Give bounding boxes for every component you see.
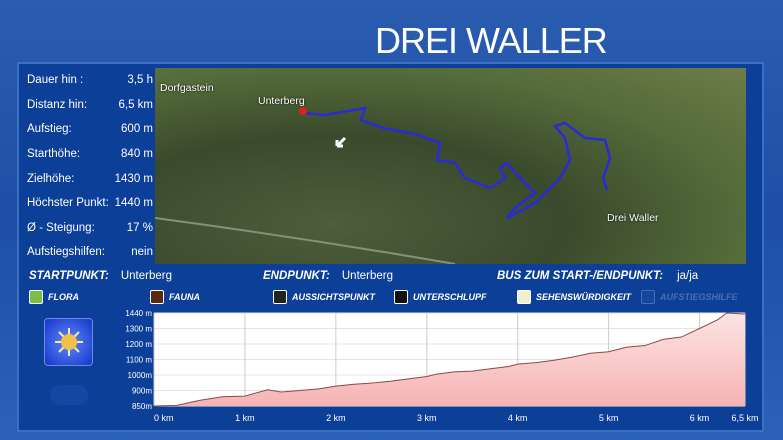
legend-label: SEHENSWÜRDIGKEIT [536,292,632,302]
legend-item: FLORA [29,290,79,304]
legend-item: FAUNA [150,290,200,304]
end-value: Unterberg [341,270,394,282]
x-tick-label: 0 km [154,413,174,423]
route-map[interactable]: Dorfgastein Unterberg Drei Waller [155,68,746,264]
stat-label: Distanz hin: [27,98,88,111]
y-tick-label: 850m [132,402,152,411]
x-tick-label: 6,5 km [731,413,758,423]
y-tick-label: 1100 m [126,356,152,365]
x-tick-label: 3 km [417,413,437,423]
legend-label: UNTERSCHLUPF [413,292,487,302]
shelter-icon [394,290,408,304]
route-line [155,106,612,264]
stat-label: Ø - Steigung: [27,221,95,234]
cloud-icon [50,385,88,405]
x-tick-label: 6 km [690,413,710,423]
legend-item: UNTERSCHLUPF [394,290,487,304]
stat-value: 840 m [121,148,153,161]
bus-label: BUS ZUM START-/ENDPUNKT: [497,270,664,282]
flora-icon [29,290,43,304]
bus-info: BUS ZUM START-/ENDPUNKT: ja/ja [497,270,698,282]
y-tick-label: 1200 m [125,340,152,349]
start-value: Unterberg [120,270,172,282]
viewpoint-icon [273,290,287,304]
stat-label: Höchster Punkt: [27,197,109,210]
lift-icon [641,290,655,304]
elevation-area [154,313,745,406]
stat-value: nein [131,246,153,259]
stat-value: 600 m [121,123,153,136]
stat-row: Aufstieg: 600 m [27,117,153,142]
stat-row: Distanz hin: 6,5 km [27,93,153,118]
stat-row: Starthöhe: 840 m [27,142,153,167]
stat-value: 3,5 h [127,74,153,87]
page-title: DREI WALLER [375,20,608,61]
start-label: STARTPUNKT: [29,270,109,282]
y-tick-label: 1300 m [125,325,152,334]
x-tick-label: 2 km [326,413,346,423]
stat-label: Aufstieg: [27,123,72,136]
x-tick-label: 4 km [508,413,528,423]
elevation-line [153,312,746,407]
stat-row: Aufstiegshilfen: nein [27,240,153,265]
stat-row: Zielhöhe: 1430 m [27,166,153,191]
map-label-dorfgastein: Dorfgastein [160,82,214,94]
sun-icon [44,318,93,366]
stat-label: Aufstiegshilfen: [27,246,105,259]
legend-label: FAUNA [169,292,200,302]
legend-label: AUFSTIEGSHILFE [660,292,738,302]
legend-label: FLORA [48,292,79,302]
stat-label: Zielhöhe: [27,172,75,185]
legend-item: AUSSICHTSPUNKT [273,290,375,304]
stats-panel: Dauer hin : 3,5 h Distanz hin: 6,5 km Aufsti… [27,68,153,265]
x-tick-label: 5 km [599,413,619,423]
legend-item: SEHENSWÜRDIGKEIT [517,290,631,304]
stat-row: Dauer hin : 3,5 h [27,68,153,93]
x-tick-label: 1 km [235,413,255,423]
stat-value: 6,5 km [118,98,153,111]
y-tick-label: 900m [132,387,152,396]
stat-value: 1430 m [114,172,153,185]
sight-icon [517,290,531,304]
stat-row: Ø - Steigung: 17 % [27,216,153,241]
stat-row: Höchster Punkt: 1440 m [27,191,153,216]
legend-item: AUFSTIEGSHILFE [641,290,738,304]
y-tick-label: 1440 m [125,309,152,318]
stat-label: Dauer hin : [27,74,84,87]
bus-value: ja/ja [677,270,699,282]
end-label: ENDPUNKT: [263,270,330,282]
fauna-icon [150,290,164,304]
stat-value: 1440 m [114,197,153,210]
map-label-unterberg: Unterberg [258,95,305,107]
stat-value: 17 % [126,221,153,234]
end-point: ENDPUNKT: Unterberg [263,270,393,282]
start-point: STARTPUNKT: Unterberg [29,270,172,282]
map-label-drei-waller: Drei Waller [607,212,659,224]
legend-label: AUSSICHTSPUNKT [292,292,376,302]
y-tick-label: 1000m [128,371,153,380]
stat-label: Starthöhe: [27,148,81,161]
